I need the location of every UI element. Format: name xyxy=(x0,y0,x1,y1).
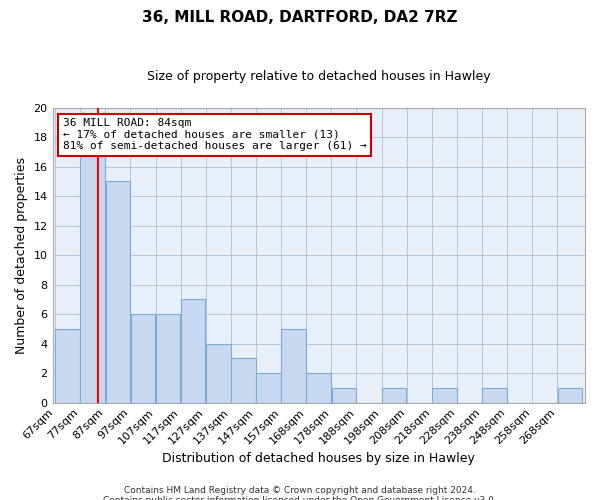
Bar xyxy=(55,329,80,402)
Bar xyxy=(307,373,331,402)
Bar xyxy=(231,358,256,403)
Bar xyxy=(557,388,582,402)
X-axis label: Distribution of detached houses by size in Hawley: Distribution of detached houses by size … xyxy=(163,452,475,465)
Bar xyxy=(382,388,406,402)
Bar xyxy=(80,152,105,403)
Bar xyxy=(156,314,181,402)
Bar xyxy=(482,388,507,402)
Text: 36 MILL ROAD: 84sqm
← 17% of detached houses are smaller (13)
81% of semi-detach: 36 MILL ROAD: 84sqm ← 17% of detached ho… xyxy=(62,118,367,152)
Text: Contains HM Land Registry data © Crown copyright and database right 2024.: Contains HM Land Registry data © Crown c… xyxy=(124,486,476,495)
Bar xyxy=(106,182,130,402)
Bar xyxy=(332,388,356,402)
Bar xyxy=(206,344,230,402)
Bar xyxy=(181,300,205,403)
Bar xyxy=(432,388,457,402)
Bar xyxy=(281,329,306,402)
Bar xyxy=(131,314,155,402)
Bar xyxy=(256,373,281,402)
Title: Size of property relative to detached houses in Hawley: Size of property relative to detached ho… xyxy=(147,70,491,83)
Text: Contains public sector information licensed under the Open Government Licence v3: Contains public sector information licen… xyxy=(103,496,497,500)
Y-axis label: Number of detached properties: Number of detached properties xyxy=(15,156,28,354)
Text: 36, MILL ROAD, DARTFORD, DA2 7RZ: 36, MILL ROAD, DARTFORD, DA2 7RZ xyxy=(142,10,458,25)
